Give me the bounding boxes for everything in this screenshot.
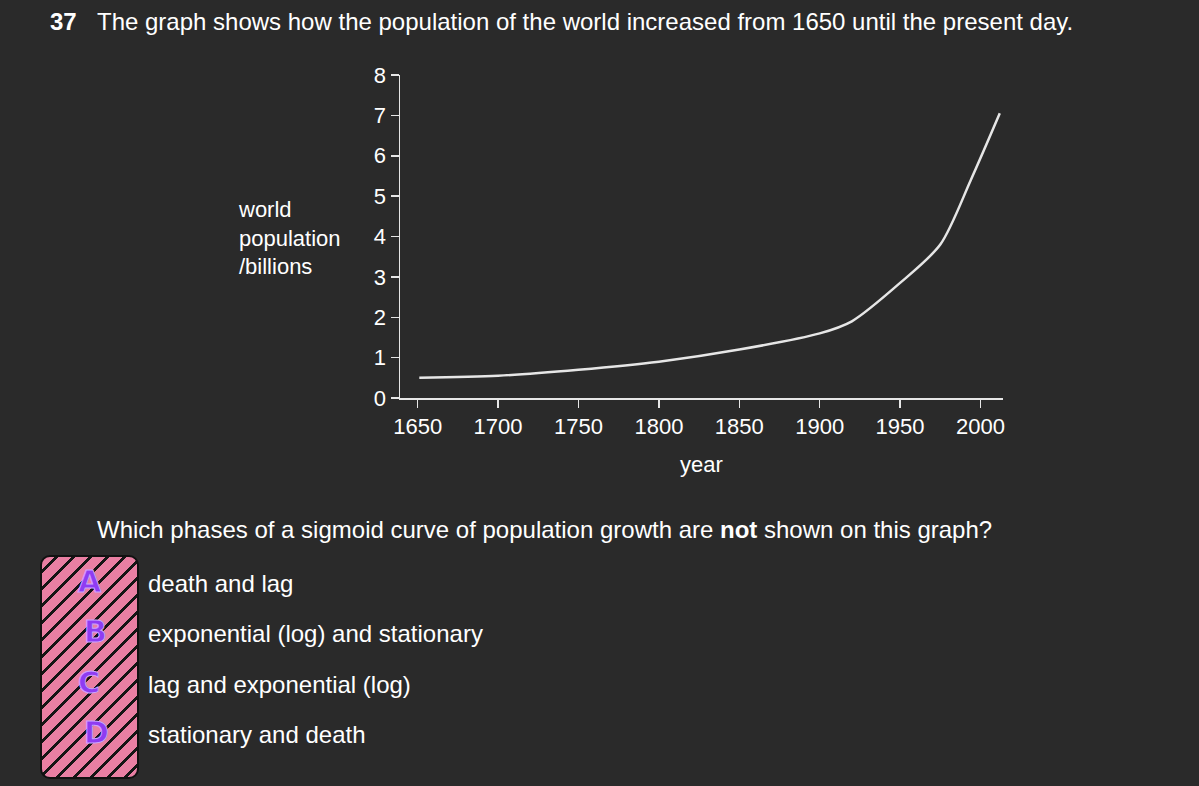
html-text:death and lag: death and lag	[148, 570, 294, 597]
svg-text:8: 8	[374, 63, 386, 88]
svg-text:year: year	[680, 452, 723, 477]
html-text:37: 37	[50, 8, 77, 35]
html-text:C: C	[78, 665, 100, 700]
svg-text:1: 1	[374, 345, 386, 370]
html-text:B: B	[84, 614, 107, 649]
svg-text:2: 2	[374, 305, 386, 330]
html-text:exponential (log) and stationa: exponential (log) and stationary	[148, 620, 483, 647]
svg-text:6: 6	[374, 143, 386, 168]
html-text:Which phases of a sigmoid curv: Which phases of a sigmoid curve of popul…	[97, 516, 993, 543]
svg-text:4: 4	[374, 224, 386, 249]
svg-text:5: 5	[374, 184, 386, 209]
svg-text:worldpopulation/billions: worldpopulation/billions	[238, 197, 341, 279]
svg-text:2000: 2000	[956, 414, 1005, 439]
svg-text:3: 3	[374, 265, 386, 290]
svg-text:1650: 1650	[393, 414, 442, 439]
svg-text:1700: 1700	[474, 414, 523, 439]
html-text:The graph shows how the popula: The graph shows how the population of th…	[97, 8, 1074, 35]
html-text:lag and exponential (log): lag and exponential (log)	[148, 671, 411, 698]
svg-text:7: 7	[374, 103, 386, 128]
svg-text:0: 0	[374, 386, 386, 411]
svg-text:1800: 1800	[634, 414, 683, 439]
html-text:stationary and death: stationary and death	[148, 721, 366, 748]
html-text:D: D	[84, 715, 109, 750]
svg-text:1850: 1850	[715, 414, 764, 439]
svg-text:1750: 1750	[554, 414, 603, 439]
svg-text:1950: 1950	[876, 414, 925, 439]
svg-text:1900: 1900	[795, 414, 844, 439]
html-text:A: A	[78, 564, 102, 599]
